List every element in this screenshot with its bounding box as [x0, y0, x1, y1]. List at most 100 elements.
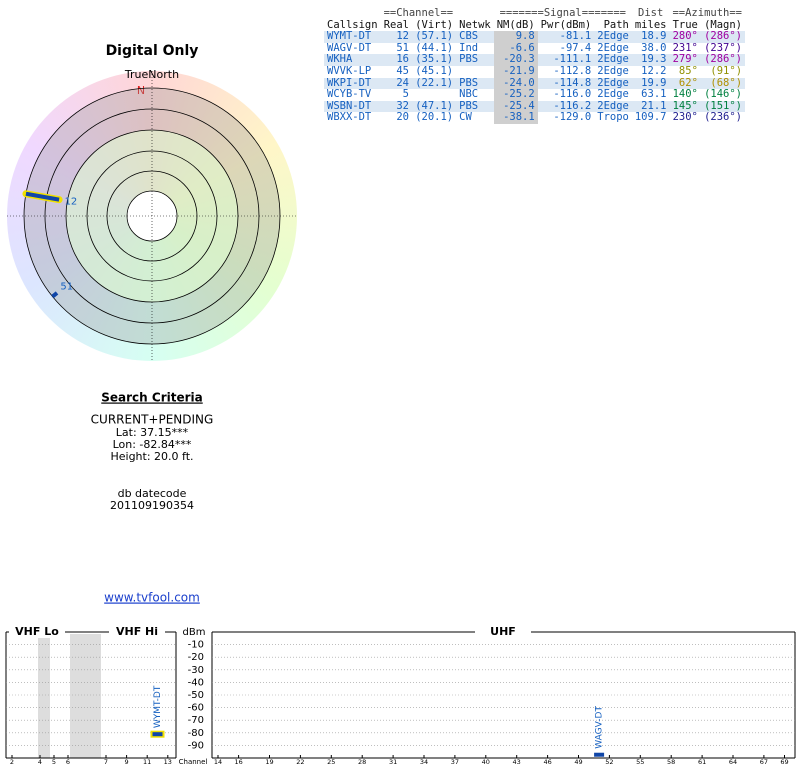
group-header: ==Channel==: [383, 7, 454, 19]
y-tick-label: -10: [188, 640, 204, 651]
band-label-bg: [475, 626, 531, 638]
table-cell: 12: [380, 31, 412, 43]
spacer: [324, 8, 381, 20]
table-cell: (57.1): [412, 31, 457, 43]
table-cell: -81.1: [537, 31, 595, 43]
y-tick-label: -20: [188, 652, 204, 663]
polar-marker-label: 12: [65, 196, 78, 207]
table-cell: 279°: [669, 54, 701, 66]
table-cell: 21.1: [631, 100, 670, 113]
table-cell: (68°): [700, 77, 746, 90]
station-row: WKPI-DT 24 (22.1) PBS -24.0 -114.8 2Edge 19.9 62…: [324, 77, 746, 90]
table-cell: 18.9: [631, 31, 670, 43]
table-cell: -25.4: [493, 100, 538, 113]
unused-band: [38, 634, 50, 758]
table-cell: WSBN-DT: [324, 100, 381, 113]
table-cell: (20.1): [415, 111, 454, 124]
table-cell: (45.1): [415, 64, 454, 77]
station-table: ==Channel== =======Signal======= Dist ==Azi…: [324, 7, 746, 124]
station-label: WYMT-DT: [153, 685, 163, 728]
criteria-mode: CURRENT+PENDING: [91, 413, 214, 427]
table-cell: -6.6: [493, 42, 538, 55]
table-cell: 2Edge: [597, 41, 629, 54]
x-tick-label: 34: [420, 758, 428, 766]
spacer: [456, 8, 494, 20]
column-header: True: [672, 18, 698, 31]
table-cell: PBS: [456, 77, 494, 90]
table-cell: (47.1): [412, 100, 457, 113]
x-tick-label: 67: [760, 758, 768, 766]
x-tick-label: 7: [104, 758, 108, 766]
table-cell: 2Edge: [594, 31, 632, 43]
table-cell: 32: [380, 100, 412, 113]
y-tick-label: -90: [188, 740, 204, 751]
band-label: VHF Hi: [116, 625, 158, 638]
column-header: Path: [603, 18, 629, 31]
table-cell: (146°): [704, 88, 743, 101]
column-header: Real: [383, 18, 409, 31]
table-cell: 140°: [672, 88, 698, 101]
table-cell: Ind: [459, 41, 479, 54]
band-label: UHF: [490, 625, 516, 638]
x-tick-label: 4: [38, 758, 42, 766]
table-cell: (151°): [700, 100, 746, 113]
group-header: =======Signal=======: [499, 7, 627, 19]
table-cell: WKPI-DT: [324, 77, 381, 90]
table-cell: -24.0: [493, 77, 538, 90]
x-tick-label: 43: [513, 758, 521, 766]
power-marker: [152, 732, 163, 737]
x-tick-label: 58: [667, 758, 675, 766]
x-tick-label: 14: [214, 758, 222, 766]
table: ==Channel== =======Signal======= Dist ==Azi…: [324, 7, 746, 124]
column-header: (Magn): [704, 18, 743, 31]
column-header: NM(dB): [496, 18, 535, 31]
band-label: VHF Lo: [15, 625, 59, 638]
x-tick-label: 19: [265, 758, 273, 766]
x-tick-label: 28: [358, 758, 366, 766]
datecode: 201109190354: [110, 499, 194, 512]
table-cell: [456, 66, 494, 78]
station-row: WBXX-DT 20 (20.1) CW -38.1 -129.0 Tropo 109.7 23…: [324, 112, 745, 124]
x-tick-label: 31: [389, 758, 397, 766]
table-cell: -112.8: [553, 64, 592, 77]
station-row: WSBN-DT 32 (47.1) PBS -25.4 -116.2 2Edge 21.1 14…: [324, 100, 746, 113]
station-row: WAGV-DT 51 (44.1) Ind -6.6 -97.4 2Edge 38.0 231°…: [324, 41, 745, 55]
column-header: Callsign: [327, 18, 378, 31]
x-tick-label: 5: [52, 758, 56, 766]
group-header-row: ==Channel== =======Signal======= Dist ==Azi…: [324, 7, 745, 20]
table-cell: (286°): [700, 31, 746, 43]
station-row: WCYB-TV 5 NBC -25.2 -116.0 2Edge 63.1 140° (146°…: [324, 89, 745, 101]
table-cell: 38.0: [641, 41, 667, 54]
x-tick-label: 52: [605, 758, 613, 766]
table-cell: -38.1: [493, 112, 538, 124]
table-cell: [412, 89, 456, 101]
table-cell: WVVK-LP: [327, 64, 372, 77]
x-tick-label: 37: [451, 758, 459, 766]
table-cell: 62°: [669, 77, 701, 90]
x-tick-label: 61: [698, 758, 706, 766]
y-tick-label: -50: [188, 690, 204, 701]
north-label: TrueNorth: [124, 68, 179, 81]
table-cell: (22.1): [412, 77, 457, 90]
y-tick-label: -60: [188, 703, 204, 714]
table-cell: 2Edge: [597, 64, 629, 77]
table-cell: 230°: [672, 111, 698, 124]
x-tick-label: 13: [164, 758, 172, 766]
site-link[interactable]: www.tvfool.com: [104, 591, 200, 605]
table-cell: 145°: [669, 100, 701, 113]
table-cell: -129.0: [553, 111, 592, 124]
x-tick-label: 9: [125, 758, 129, 766]
station-label: WAGV-DT: [595, 706, 605, 749]
group-header: Dist: [638, 7, 664, 19]
table-cell: (44.1): [415, 41, 454, 54]
table-cell: 109.7: [634, 111, 667, 124]
table-cell: 2Edge: [594, 77, 632, 90]
table-cell: CBS: [456, 31, 494, 43]
table-cell: 2Edge: [594, 54, 632, 66]
table-cell: 51: [396, 41, 409, 54]
y-tick-label: -30: [188, 665, 204, 676]
y-tick-label: -70: [188, 715, 204, 726]
table-cell: 9.8: [493, 31, 538, 43]
table-cell: -20.3: [493, 54, 538, 66]
